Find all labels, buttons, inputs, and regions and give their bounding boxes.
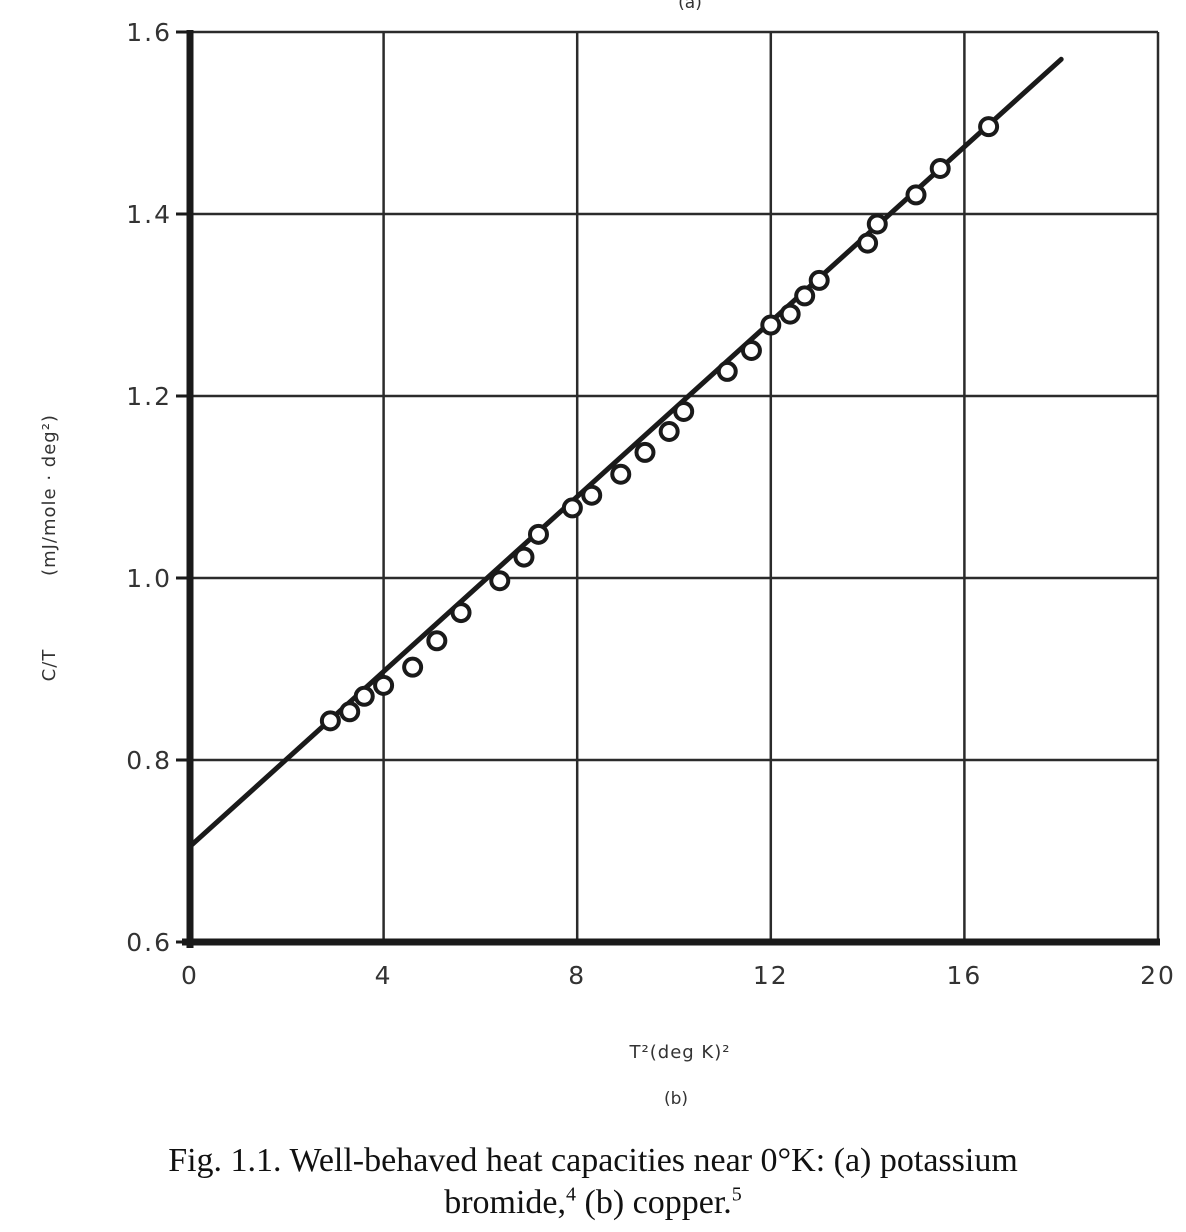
top-panel-label: (a)	[678, 0, 702, 13]
data-point-16	[716, 360, 738, 382]
data-point-23	[866, 213, 888, 235]
caption-bromide: bromide,	[444, 1184, 567, 1221]
fit-line-group	[187, 56, 1064, 849]
x-axis-label: T²(deg K)²	[629, 1042, 731, 1063]
data-point-14	[658, 420, 680, 442]
data-point-22	[857, 232, 879, 254]
data-point-15	[673, 400, 695, 422]
caption-line-2: bromide,4 (b) copper.5	[0, 1182, 1186, 1224]
data-point-1	[339, 701, 361, 723]
data-point-17	[740, 340, 762, 361]
y-axis-symbol: C/T	[39, 649, 60, 682]
x-tick-label-4: 16	[946, 961, 982, 990]
x-tick-labels: 0 4 8 12 16 20	[181, 961, 1176, 990]
data-point-9	[527, 523, 549, 545]
y-tick-labels: 0.6 0.8 1.0 1.2 1.4 1.6	[126, 18, 190, 957]
data-point-0	[319, 710, 341, 732]
data-point-3	[373, 674, 395, 696]
x-tick-label-0: 0	[181, 961, 199, 990]
data-point-4	[402, 656, 424, 678]
data-points	[319, 116, 1000, 732]
data-point-8	[513, 546, 535, 568]
y-tick-label-1: 0.8	[126, 746, 172, 775]
data-point-12	[610, 463, 632, 485]
data-point-10	[561, 497, 583, 519]
x-tick-label-2: 8	[568, 961, 586, 990]
data-point-24	[905, 184, 927, 206]
data-point-21	[808, 269, 830, 291]
x-tick-label-1: 4	[375, 961, 393, 990]
bottom-panel-label: (b)	[664, 1089, 688, 1109]
data-point-25	[929, 158, 951, 179]
data-point-7	[489, 570, 511, 592]
fit-line	[187, 56, 1064, 849]
x-tick-label-3: 12	[753, 961, 789, 990]
data-point-26	[978, 116, 1000, 138]
y-tick-label-0: 0.6	[126, 928, 172, 957]
y-tick-label-3: 1.2	[126, 382, 172, 411]
data-point-19	[779, 303, 801, 325]
y-tick-label-5: 1.6	[126, 18, 172, 47]
data-point-2	[353, 685, 375, 707]
data-point-20	[794, 285, 816, 307]
grid-lines	[188, 30, 1160, 944]
data-point-6	[450, 602, 472, 624]
caption-ref-4: 4	[566, 1183, 577, 1206]
data-point-11	[581, 484, 603, 506]
caption-ref-5: 5	[731, 1183, 742, 1206]
y-tick-label-4: 1.4	[126, 200, 172, 229]
y-axis-units: (mJ/mole · deg²)	[39, 414, 60, 576]
data-point-18	[760, 314, 782, 336]
x-tick-label-5: 20	[1140, 961, 1176, 990]
caption-copper: (b) copper.	[576, 1184, 732, 1221]
data-point-5	[426, 630, 448, 652]
axes	[182, 30, 1160, 948]
caption-line-1: Fig. 1.1. Well-behaved heat capacities n…	[168, 1142, 1018, 1179]
data-point-13	[634, 441, 656, 463]
figure-caption: Fig. 1.1. Well-behaved heat capacities n…	[0, 1140, 1186, 1224]
y-tick-label-2: 1.0	[126, 564, 172, 593]
